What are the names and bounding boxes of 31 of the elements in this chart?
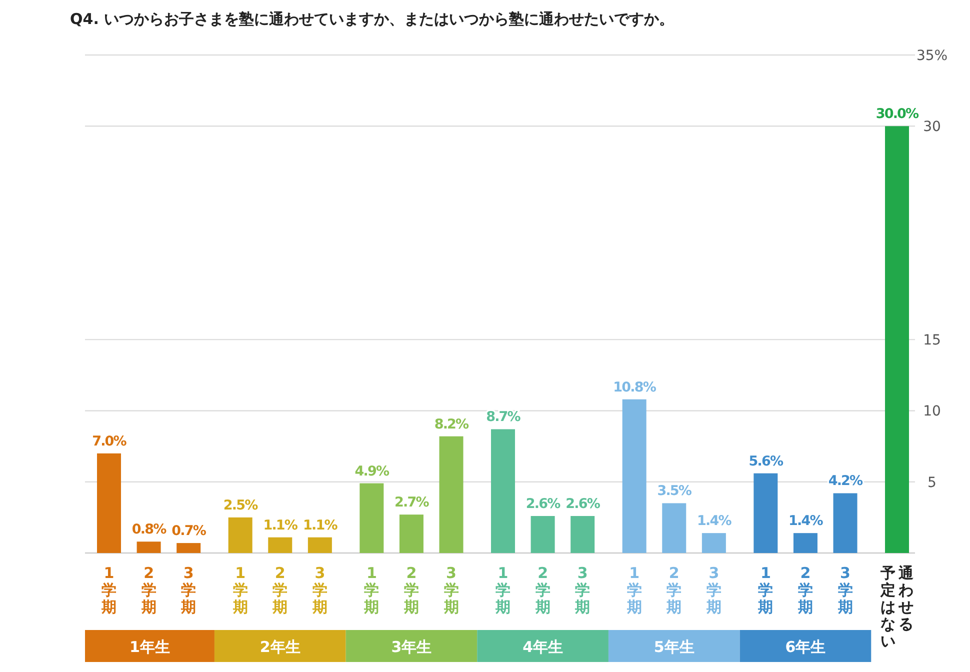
y-tick-label: 10 (923, 404, 941, 420)
data-label: 1.1% (263, 517, 298, 534)
data-label: 7.0% (92, 433, 128, 450)
data-label: 8.2% (434, 416, 470, 432)
data-label: 2.7% (394, 494, 430, 511)
data-label: 30.0% (876, 106, 920, 122)
data-label: 5.6% (748, 453, 784, 470)
data-label: 1.4% (788, 513, 824, 530)
data-label: 3.5% (657, 483, 692, 500)
y-tick-label: 5 (928, 474, 936, 491)
data-label: 10.8% (613, 379, 657, 396)
text: 3年生 (391, 638, 432, 656)
text: 4年生 (522, 638, 564, 656)
data-label: 1.4% (697, 513, 732, 530)
data-label: 4.2% (828, 473, 864, 490)
text: 6年生 (785, 638, 826, 656)
data-label: 4.9% (354, 463, 390, 480)
data-label: 1.1% (303, 517, 338, 534)
title: Q4. いつからお子さまを塾に通わせていますか、またはいつから塾に通わせたいですか。 (70, 10, 674, 28)
y-tick-label: 35% (916, 48, 948, 64)
data-label: 2.6% (526, 496, 562, 512)
y-tick-label: 30 (923, 119, 941, 136)
data-label: 0.8% (132, 522, 168, 538)
data-label: 2.6% (566, 496, 601, 512)
data-label: 2.5% (223, 497, 259, 514)
data-label: 8.7% (486, 409, 522, 426)
y-tick-label: 15 (923, 332, 941, 349)
text: 1年生 (130, 638, 170, 656)
text: 5年生 (654, 638, 694, 656)
text: 2年生 (260, 638, 300, 656)
data-label: 0.7% (172, 523, 207, 540)
